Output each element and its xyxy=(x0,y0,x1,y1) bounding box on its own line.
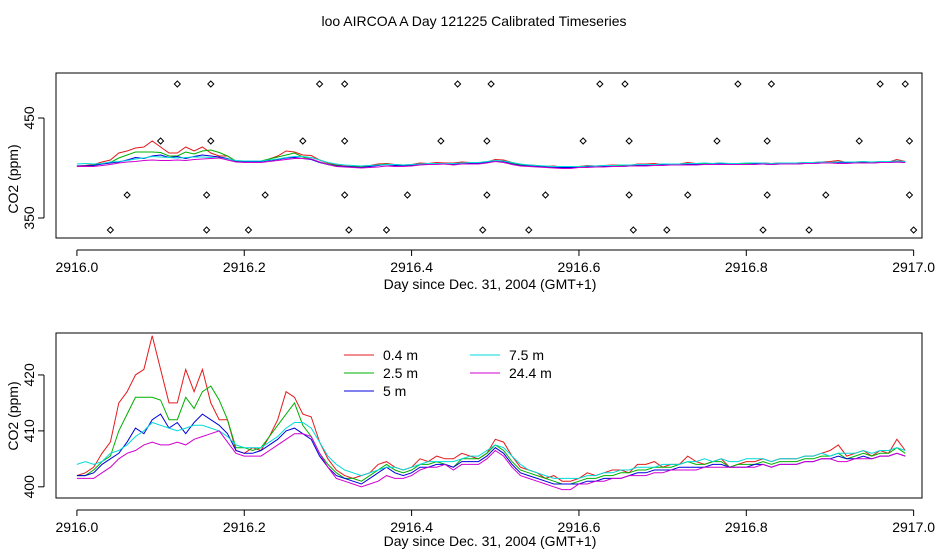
scatter-point xyxy=(525,226,533,234)
bottom-series-lines xyxy=(76,335,906,491)
scatter-point xyxy=(909,226,918,234)
bottom-x-tick-label: 2916.0 xyxy=(56,519,99,535)
scatter-point xyxy=(759,226,767,234)
bottom-plot-frame xyxy=(55,332,923,499)
scatter-point xyxy=(340,191,349,199)
top-x-tick-label: 2916.2 xyxy=(223,259,266,275)
scatter-point xyxy=(905,191,914,199)
scatter-point xyxy=(625,137,633,145)
scatter-point xyxy=(202,226,211,234)
bottom-x-tick-label: 2916.6 xyxy=(558,519,601,535)
scatter-point xyxy=(876,80,884,88)
bottom-y-axis: 400 410 420 xyxy=(21,363,45,499)
figure-title: loo AIRCOA A Day 121225 Calibrated Times… xyxy=(321,13,626,29)
legend-label: 7.5 m xyxy=(509,347,544,363)
scatter-point xyxy=(763,191,771,199)
bottom-y-axis-label: CO2 (ppm) xyxy=(5,381,21,450)
top-x-tick-label: 2916.6 xyxy=(558,259,601,275)
scatter-point xyxy=(202,191,211,199)
scatter-point xyxy=(106,226,115,234)
scatter-point xyxy=(340,137,349,145)
bottom-x-tick-label: 2917.0 xyxy=(892,519,935,535)
scatter-point xyxy=(541,191,550,199)
scatter-point xyxy=(483,191,491,199)
top-y-axis: 350 450 xyxy=(21,106,45,230)
scatter-point xyxy=(437,137,445,145)
top-scatter-points xyxy=(106,80,918,234)
scatter-point xyxy=(207,80,215,88)
scatter-point xyxy=(483,137,491,145)
scatter-point xyxy=(487,80,495,88)
top-x-tick-label: 2916.0 xyxy=(56,259,99,275)
top-x-axis-label: Day since Dec. 31, 2004 (GMT+1) xyxy=(384,276,597,292)
top-series-line-magenta xyxy=(76,157,906,169)
scatter-point xyxy=(901,80,909,88)
scatter-point xyxy=(905,137,914,145)
scatter-point xyxy=(156,137,165,145)
legend: 0.4 m 2.5 m 5 m 7.5 m 24.4 m xyxy=(344,347,552,399)
scatter-point xyxy=(734,80,742,88)
bottom-y-tick-label: 400 xyxy=(21,475,37,499)
bottom-y-tick-label: 410 xyxy=(21,419,37,443)
bottom-y-tick-label: 420 xyxy=(21,363,37,387)
scatter-point xyxy=(629,226,638,234)
top-x-tick-label: 2916.4 xyxy=(390,259,433,275)
scatter-point xyxy=(345,226,353,234)
scatter-point xyxy=(173,80,182,88)
bottom-x-tick-label: 2916.4 xyxy=(390,519,433,535)
top-series-line-cyan xyxy=(76,155,906,167)
scatter-point xyxy=(596,80,604,88)
scatter-point xyxy=(207,137,215,145)
top-series-lines xyxy=(76,140,906,169)
scatter-point xyxy=(299,137,307,145)
top-plot-frame xyxy=(55,72,923,239)
bottom-series-line-magenta xyxy=(76,430,906,491)
scatter-point xyxy=(621,80,629,88)
scatter-point xyxy=(453,80,462,88)
scatter-point xyxy=(763,137,771,145)
top-x-tick-label: 2916.8 xyxy=(725,259,768,275)
scatter-point xyxy=(340,80,349,88)
top-y-tick-label: 450 xyxy=(21,106,37,130)
top-y-tick-label: 350 xyxy=(21,206,37,230)
scatter-point xyxy=(805,226,813,234)
scatter-point xyxy=(767,80,776,88)
legend-label: 24.4 m xyxy=(509,365,552,381)
bottom-x-axis: 2916.0 2916.2 2916.4 2916.6 2916.8 2917.0 xyxy=(56,509,935,535)
bottom-x-tick-label: 2916.8 xyxy=(725,519,768,535)
bottom-x-tick-label: 2916.2 xyxy=(223,519,266,535)
bottom-x-axis-label: Day since Dec. 31, 2004 (GMT+1) xyxy=(384,533,597,549)
scatter-point xyxy=(123,191,131,199)
bottom-series-line-green xyxy=(76,385,906,485)
bottom-series-line-red xyxy=(76,335,906,482)
top-panel: 2916.0 2916.2 2916.4 2916.6 2916.8 2917.0 350… xyxy=(5,72,935,292)
scatter-point xyxy=(625,191,633,199)
scatter-point xyxy=(382,226,391,234)
scatter-point xyxy=(713,137,721,145)
top-y-axis-label: CO2 (ppm) xyxy=(5,144,21,213)
legend-label: 5 m xyxy=(383,383,406,399)
scatter-point xyxy=(663,226,671,234)
bottom-panel: 2916.0 2916.2 2916.4 2916.6 2916.8 2917.0 400… xyxy=(5,332,935,549)
legend-label: 0.4 m xyxy=(383,347,418,363)
bottom-series-line-cyan xyxy=(76,421,906,479)
top-x-tick-label: 2917.0 xyxy=(892,259,935,275)
legend-label: 2.5 m xyxy=(383,365,418,381)
scatter-point xyxy=(261,191,269,199)
scatter-point xyxy=(579,137,587,145)
scatter-point xyxy=(479,226,487,234)
scatter-point xyxy=(855,137,863,145)
scatter-point xyxy=(244,226,253,234)
scatter-point xyxy=(822,191,830,199)
top-x-axis: 2916.0 2916.2 2916.4 2916.6 2916.8 2917.0 xyxy=(56,249,935,275)
scatter-point xyxy=(315,80,324,88)
scatter-point xyxy=(684,191,692,199)
scatter-point xyxy=(403,191,412,199)
